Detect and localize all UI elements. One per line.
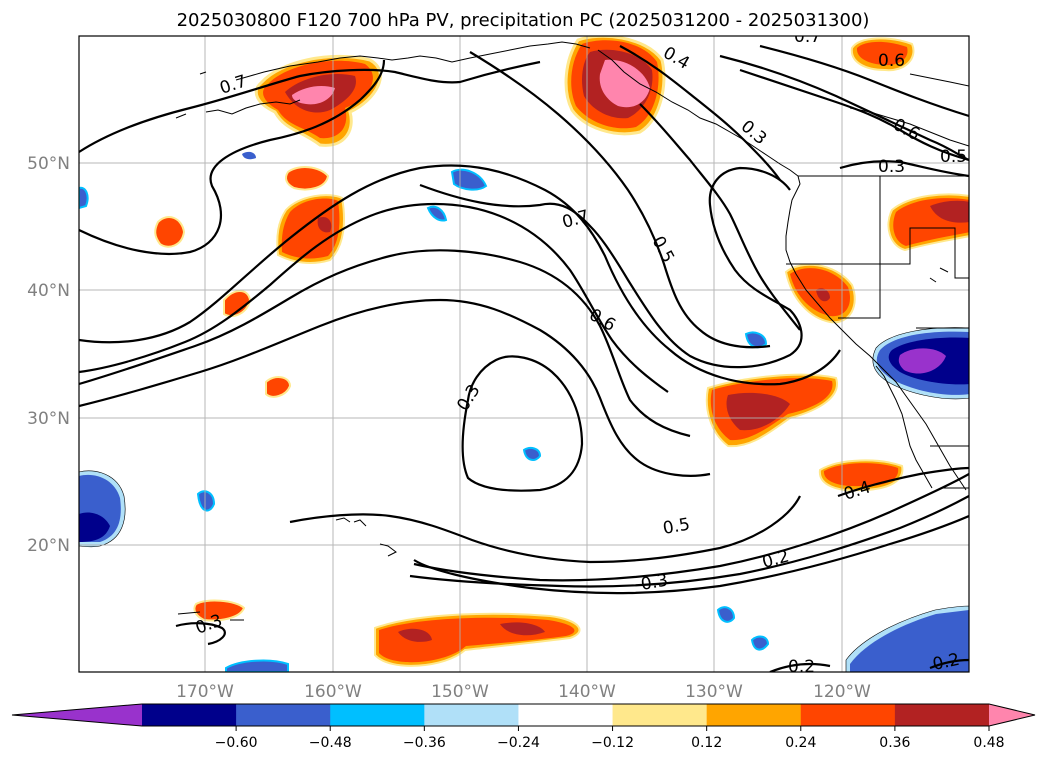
pv-contour-07-loop-west <box>79 59 386 255</box>
precip-blob-bc-coast <box>564 36 666 136</box>
lat-label: 20°N <box>27 536 70 556</box>
colorbar-extend-low <box>12 704 142 726</box>
precip-blob-south <box>374 612 581 667</box>
contour-label: 0.5 <box>661 515 691 539</box>
precip-blob-neg-i <box>750 635 770 651</box>
pv-contour-04-east <box>837 466 969 498</box>
colorbar-segment <box>236 704 331 726</box>
map-title: 2025030800 F120 700 hPa PV, precipitatio… <box>177 10 870 31</box>
contour-label: 0.7 <box>794 27 821 47</box>
colorbar-outline <box>11 703 1036 727</box>
precip-blob-small-d <box>265 376 292 398</box>
map-panel: 0.7 0.4 0.7 0.6 0.5 0.3 0.6 0.3 0.7 0.5 … <box>79 27 969 677</box>
precip-blob-se-negative <box>845 605 969 672</box>
colorbar-tick-label: −0.36 <box>403 735 446 751</box>
pv-contour-sw <box>175 622 226 646</box>
colorbar: −0.60 −0.48 −0.36 −0.24 −0.12 0.12 0.24 0.36 0.4… <box>11 703 1036 751</box>
lat-label: 40°N <box>27 281 70 301</box>
precip-blob-neg-g <box>196 490 216 512</box>
pv-contour-ne <box>739 68 969 162</box>
colorbar-tick-label: 0.12 <box>691 735 722 751</box>
pv-contour-05-south <box>413 473 969 582</box>
colorbar-segment <box>142 704 237 726</box>
colorbar-tick-label: −0.48 <box>309 735 352 751</box>
contour-label: 0.3 <box>878 157 905 177</box>
map-border <box>78 35 970 673</box>
colorbar-extend-high <box>989 704 1035 726</box>
precip-blob-neg-f <box>522 447 542 461</box>
precip-blob-neg-b <box>426 205 448 222</box>
pv-contour-07-east <box>639 103 801 331</box>
precip-blob-pacific-nw <box>887 193 969 252</box>
pv-contour-06-east <box>619 45 781 181</box>
lon-label: 120°W <box>813 682 871 702</box>
precip-blob-neg-c <box>242 151 256 160</box>
precip-blob-mid-pacific <box>276 194 345 264</box>
precip-blob-small-b <box>154 216 186 248</box>
colorbar-segment <box>706 704 802 726</box>
lat-label: 30°N <box>27 409 70 429</box>
coastlines <box>175 41 969 621</box>
lon-label: 140°W <box>558 682 616 702</box>
pv-contour-ne-b <box>719 54 969 162</box>
lon-label: 160°W <box>304 682 362 702</box>
colorbar-tick-label: −0.12 <box>591 735 634 751</box>
colorbar-tick-label: 0.36 <box>879 735 910 751</box>
colorbar-segment <box>894 704 990 726</box>
colorbar-tick-label: −0.60 <box>215 735 258 751</box>
precip-blob-subtropical <box>705 373 838 448</box>
pv-contour-07-north <box>79 60 541 153</box>
precip-blob-small-a <box>285 166 330 191</box>
contour-label: 0.2 <box>931 650 962 675</box>
pv-contour-06-b <box>79 202 669 393</box>
colorbar-segment <box>330 704 425 726</box>
pv-contour-ne-c <box>759 44 969 118</box>
contour-label: 0.3 <box>639 571 669 595</box>
precip-blob-neg-h <box>716 606 736 623</box>
colorbar-tick-label: 0.24 <box>785 735 816 751</box>
precip-blob-neg-d <box>79 186 89 210</box>
precipitation-shading <box>79 36 969 672</box>
precip-blob-neg-e <box>744 331 768 349</box>
pv-contour-03-loop <box>461 355 584 492</box>
colorbar-segment <box>612 704 708 726</box>
lon-label: 150°W <box>431 682 489 702</box>
pv-contour-05-a <box>79 249 691 438</box>
precip-blob-west-negative <box>79 470 126 548</box>
precip-blob-socal-negative <box>872 327 969 400</box>
lon-label: 170°W <box>176 682 234 702</box>
pv-contour-02-south <box>413 514 969 595</box>
longitude-labels: 170°W 160°W 150°W 140°W 130°W 120°W <box>176 682 871 702</box>
pv-contour-06-a <box>79 164 841 386</box>
lat-label: 50°N <box>27 154 70 174</box>
contour-label: 0.6 <box>878 51 905 71</box>
pv-contour-02-se-b <box>929 658 969 670</box>
contour-label: 0.5 <box>940 147 967 167</box>
pv-contour-03-south <box>289 495 801 564</box>
lon-label: 130°W <box>685 682 743 702</box>
pv-contour-07-loop-mid <box>419 166 803 369</box>
pv-contours <box>79 44 969 672</box>
precip-blob-ne-top <box>850 37 915 72</box>
pv-contour-05-east <box>469 51 771 349</box>
latitude-labels: 50°N 40°N 30°N 20°N <box>27 154 70 556</box>
colorbar-segment <box>800 704 896 726</box>
colorbar-tick-label: 0.48 <box>973 735 1004 751</box>
precip-blob-neg-j <box>225 659 289 672</box>
colorbar-tick-label: −0.24 <box>497 735 540 751</box>
pv-contour-02-se <box>769 662 831 672</box>
colorbar-segment <box>518 704 614 726</box>
precip-blob-california <box>784 263 856 324</box>
pv-contour-05-b <box>79 298 711 477</box>
colorbar-segment <box>424 704 519 726</box>
contour-label: 0.2 <box>788 657 815 677</box>
pv-contour-03-ne <box>839 160 969 178</box>
